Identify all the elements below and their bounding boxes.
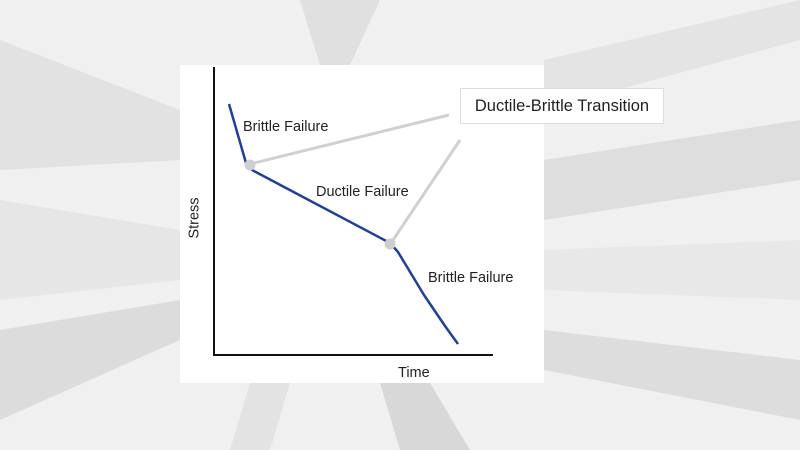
y-axis-label: Stress	[186, 197, 203, 239]
transition-point-2	[384, 238, 396, 250]
leader-line-1	[249, 113, 450, 166]
region-label-brittle-2: Brittle Failure	[428, 270, 514, 286]
region-label-brittle-1: Brittle Failure	[243, 119, 329, 135]
transition-callout: Ductile-Brittle Transition	[460, 88, 664, 124]
transition-point-1	[244, 159, 256, 171]
region-label-ductile: Ductile Failure	[316, 184, 409, 200]
x-axis-label: Time	[398, 365, 430, 381]
leader-line-2	[389, 139, 462, 244]
